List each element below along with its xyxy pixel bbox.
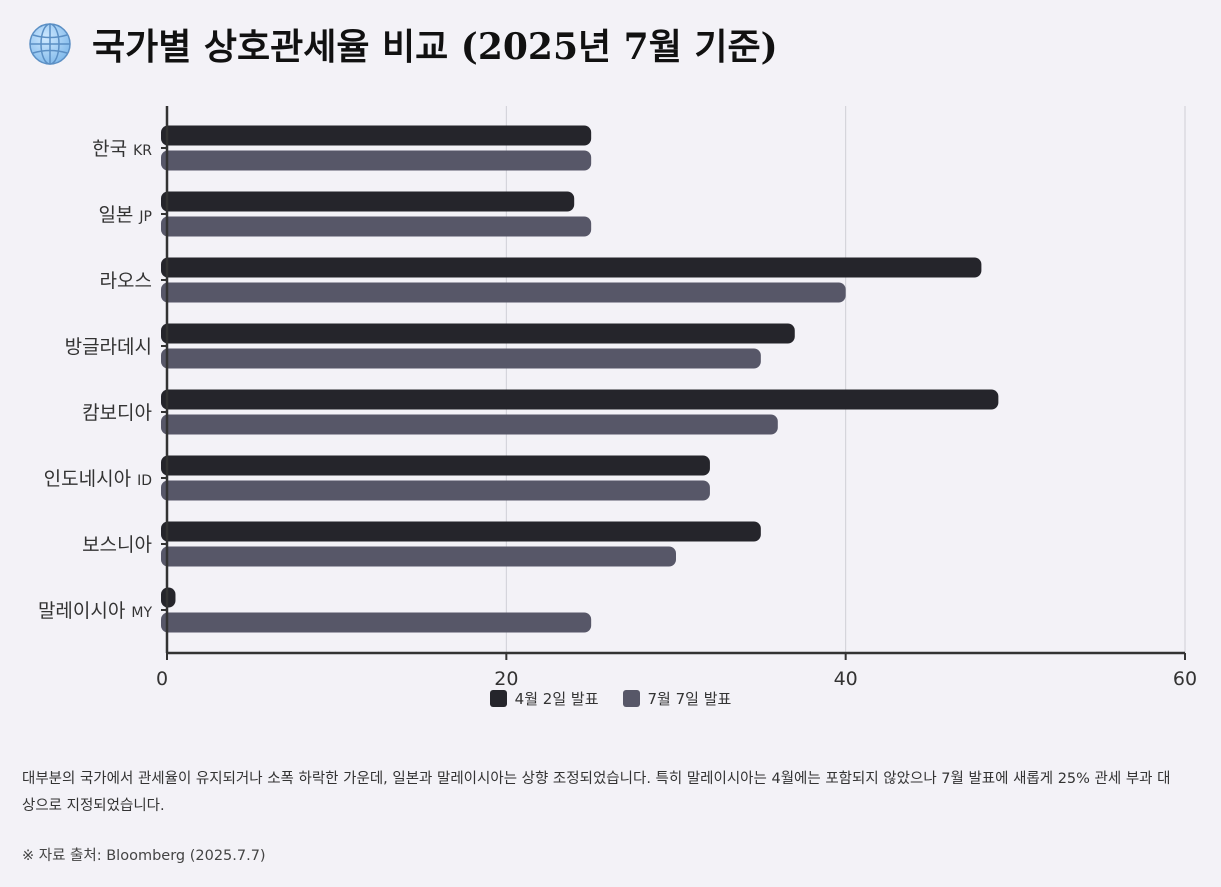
x-tick-label-40: 40 [834,668,858,688]
category-label-2: 라오스 [100,270,152,292]
legend-swatch-1 [622,690,640,707]
chart-description: 대부분의 국가에서 관세율이 유지되거나 소폭 하락한 가운데, 일본과 말레이… [22,771,1171,814]
bar-april-6 [161,521,761,542]
bar-july-5 [161,480,710,501]
legend-item-1: 7월 7일 발표 [622,688,732,709]
bar-july-1 [161,216,592,237]
category-label-6: 보스니아 [82,534,152,556]
legend-label-0: 4월 2일 발표 [514,690,599,708]
bar-april-4 [161,389,999,410]
x-tick-label-20: 20 [494,668,518,688]
bar-april-5 [161,455,710,476]
globe-icon [29,23,71,65]
bar-july-7 [161,612,592,633]
bar-july-6 [161,546,676,567]
x-tick-label-60: 60 [1173,668,1197,688]
bar-april-2 [161,257,982,278]
legend-swatch-0 [489,690,507,707]
category-label-5: 인도네시아 ID [44,468,152,490]
legend-item-0: 4월 2일 발표 [489,688,599,709]
bar-april-1 [161,191,575,212]
bar-april-0 [161,125,592,146]
page-title: 국가별 상호관세율 비교 (2025년 7월 기준) [92,26,778,68]
bar-july-2 [161,282,846,303]
source-note: ※ 자료 출처: Bloomberg (2025.7.7) [22,848,266,864]
bar-april-3 [161,323,795,344]
category-label-0: 한국 KR [92,138,152,160]
category-label-3: 방글라데시 [65,336,152,358]
category-label-7: 말레이시아 MY [38,600,152,622]
category-label-1: 일본 JP [98,204,152,226]
bar-july-4 [161,414,778,435]
bar-july-0 [161,150,592,171]
chart-legend: 4월 2일 발표 7월 7일 발표 [0,688,1221,709]
title-row: 국가별 상호관세율 비교 (2025년 7월 기준) [28,14,778,74]
x-tick-label-0: 0 [156,668,168,688]
bar-july-3 [161,348,761,369]
category-label-4: 캄보디아 [82,402,152,424]
legend-label-1: 7월 7일 발표 [647,690,732,708]
